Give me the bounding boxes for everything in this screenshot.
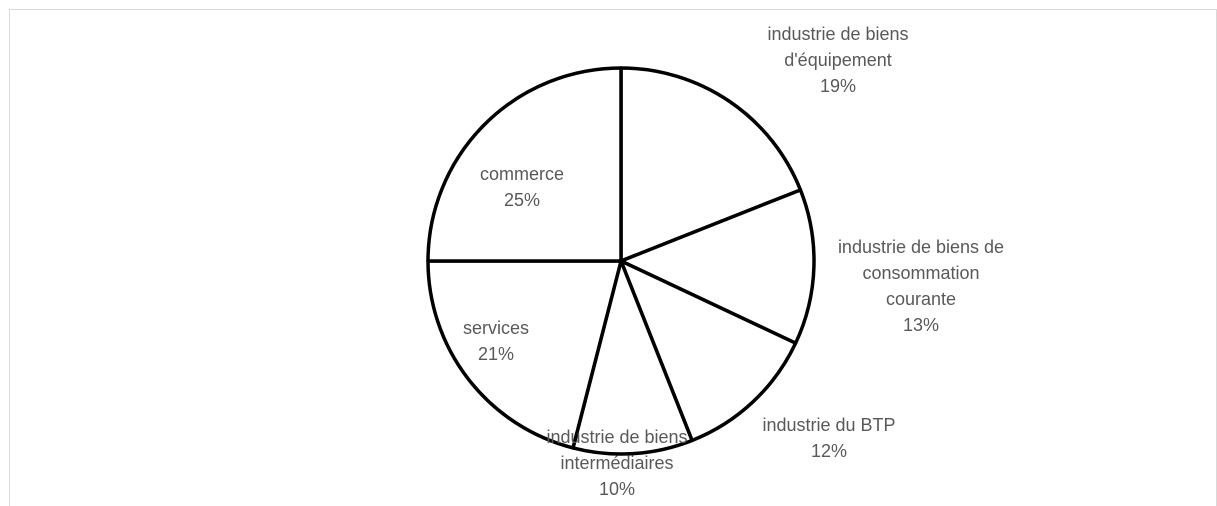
slice-label-industrie-du-btp: industrie du BTP 12% (762, 415, 895, 461)
pie-slices (428, 68, 814, 454)
slice-category-line: consommation (862, 263, 979, 283)
slice-category-line: courante (886, 289, 956, 309)
slice-percent: 19% (820, 76, 856, 96)
slice-category-line: services (463, 318, 529, 338)
slice-percent: 25% (504, 190, 540, 210)
slice-category-line: d'équipement (784, 50, 892, 70)
slice-percent: 10% (599, 479, 635, 499)
slice-label-industrie-de-biens-intermediaires: industrie de biens intermédiaires 10% (546, 427, 687, 499)
slice-percent: 21% (478, 344, 514, 364)
slice-category-line: industrie de biens de (838, 237, 1004, 257)
slice-label-industrie-de-biens-d-equipement: industrie de biens d'équipement 19% (767, 24, 908, 96)
slice-category-line: intermédiaires (560, 453, 673, 473)
slice-category-line: industrie du BTP (762, 415, 895, 435)
slice-label-industrie-de-biens-de-consommation-courante: industrie de biens de consommation courant… (838, 237, 1004, 335)
slice-percent: 12% (811, 441, 847, 461)
slice-category-line: industrie de biens (546, 427, 687, 447)
slice-category-line: commerce (480, 164, 564, 184)
slice-percent: 13% (903, 315, 939, 335)
slice-category-line: industrie de biens (767, 24, 908, 44)
